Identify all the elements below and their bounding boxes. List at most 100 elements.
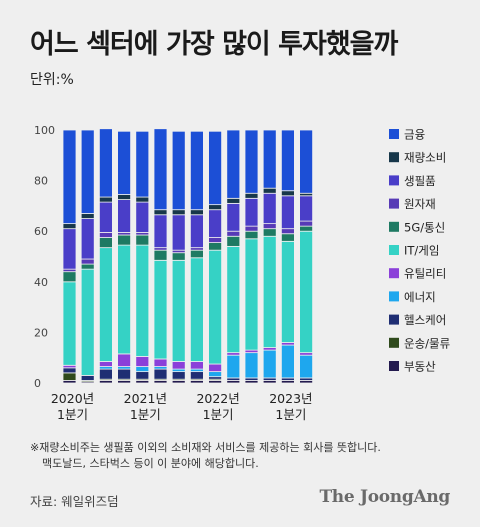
bar-segment-원자재 [244,225,259,232]
legend-item: IT/게임 [389,244,439,258]
bar-segment-운송/물류 [62,372,77,381]
legend-swatch [389,245,399,255]
legend-label: IT/게임 [404,244,439,258]
legend-item: 에너지 [389,290,436,304]
bar-segment-재량소비 [189,209,204,216]
bar-segment-재량소비 [171,209,186,216]
legend-swatch [389,152,399,163]
bar-stack-2022Q3 [244,129,259,384]
bar-segment-금융 [117,130,131,195]
bar-segment-유틸리티 [99,361,113,367]
footnote-line-2: 맥도날드, 스타벅스 등이 이 분야에 해당합니다. [42,457,259,470]
bar-segment-원자재 [208,237,223,243]
bar-segment-재량소비 [226,197,241,204]
legend-item: 운송/물류 [389,336,450,350]
bar-stack-2021Q1 [135,130,150,384]
y-tick-label: 100 [34,124,55,137]
bar-segment-재량소비 [280,190,295,197]
bar-segment-헬스케어 [117,368,131,380]
bar-segment-생필품 [226,202,241,232]
bar-segment-생필품 [153,214,168,249]
bar-segment-유틸리티 [135,356,150,367]
bar-segment-금융 [62,129,77,225]
bar-segment-IT/게임 [208,249,223,365]
bar-segment-금융 [153,128,168,211]
bar-segment-생필품 [262,192,277,225]
bar-segment-생필품 [208,209,223,238]
y-tick-label: 40 [34,276,48,289]
legend-item: 재량소비 [389,151,446,165]
bar-segment-재량소비 [262,187,277,194]
bar-stack-2020Q2 [80,129,95,384]
bar-segment-IT/게임 [62,281,77,366]
y-tick-label: 0 [34,377,41,390]
x-tick-year: 2022년 [196,391,239,406]
bar-segment-에너지 [244,352,259,379]
bar-segment-생필품 [189,214,204,249]
legend-label: 원자재 [404,197,436,211]
x-tick-quarter: 1분기 [130,407,161,422]
footnote: ※재량소비주는 생필품 이외의 소비재와 서비스를 제공하는 회사를 뜻합니다.… [30,440,470,472]
bar-segment-재량소비 [153,209,168,216]
bar-segment-금융 [171,130,186,211]
bar-segment-금융 [135,130,150,198]
bar-stack-2021Q2 [153,128,168,384]
bar-segment-헬스케어 [80,375,95,381]
bar-segment-IT/게임 [99,247,113,362]
bar-segment-5G/통신 [171,252,186,261]
bar-segment-5G/통신 [62,271,77,283]
x-tick-quarter: 1분기 [57,407,88,422]
bar-segment-5G/통신 [117,234,131,246]
bar-segment-금융 [80,129,95,214]
bar-segment-유틸리티 [189,361,204,370]
bar-segment-헬스케어 [62,367,77,374]
bar-group [62,128,314,384]
bar-segment-에너지 [208,371,223,378]
bar-stack-2020Q3 [99,128,113,384]
legend-swatch [389,361,399,371]
bar-segment-5G/통신 [135,234,150,246]
bar-segment-재량소비 [135,196,150,203]
bar-segment-IT/게임 [280,240,295,343]
legend-swatch [389,337,399,348]
legend-swatch [389,314,399,325]
legend-label: 재량소비 [404,151,446,165]
chart-title: 어느 섹터에 가장 많이 투자했을까 [30,29,398,60]
bar-stack-2020Q4 [117,130,131,384]
bar-segment-금융 [189,130,204,211]
bar-segment-생필품 [299,195,314,222]
bar-segment-에너지 [135,366,150,373]
bar-segment-헬스케어 [153,368,168,380]
bar-stack-2021Q4 [189,130,204,384]
bar-segment-금융 [299,129,314,194]
bar-segment-5G/통신 [299,225,314,232]
x-tick-year: 2023년 [269,391,312,406]
bar-segment-헬스케어 [189,371,204,380]
bar-segment-생필품 [80,218,95,260]
bar-segment-IT/게임 [226,245,241,354]
bar-segment-금융 [262,129,277,189]
bar-stack-2022Q1 [208,130,223,384]
bar-segment-5G/통신 [189,249,204,259]
bar-segment-재량소비 [117,194,131,200]
bar-segment-재량소비 [99,196,113,203]
bar-segment-IT/게임 [299,230,314,354]
bar-segment-금융 [99,128,113,198]
x-tick-quarter: 1분기 [275,407,306,422]
bar-segment-생필품 [244,197,259,227]
legend-swatch [389,268,399,279]
bar-segment-원자재 [99,232,113,238]
bar-segment-에너지 [226,354,241,379]
bar-segment-IT/게임 [189,257,204,362]
bar-segment-IT/게임 [153,259,168,360]
source-label: 자료: 웨일위즈덤 [30,494,119,509]
bar-segment-에너지 [299,354,314,379]
brand-logo: The JoongAng [319,487,450,507]
bar-segment-5G/통신 [153,249,168,261]
bar-segment-원자재 [80,258,95,265]
bar-segment-헬스케어 [99,368,113,380]
bar-segment-유틸리티 [171,361,186,370]
x-tick-year: 2020년 [51,391,94,406]
